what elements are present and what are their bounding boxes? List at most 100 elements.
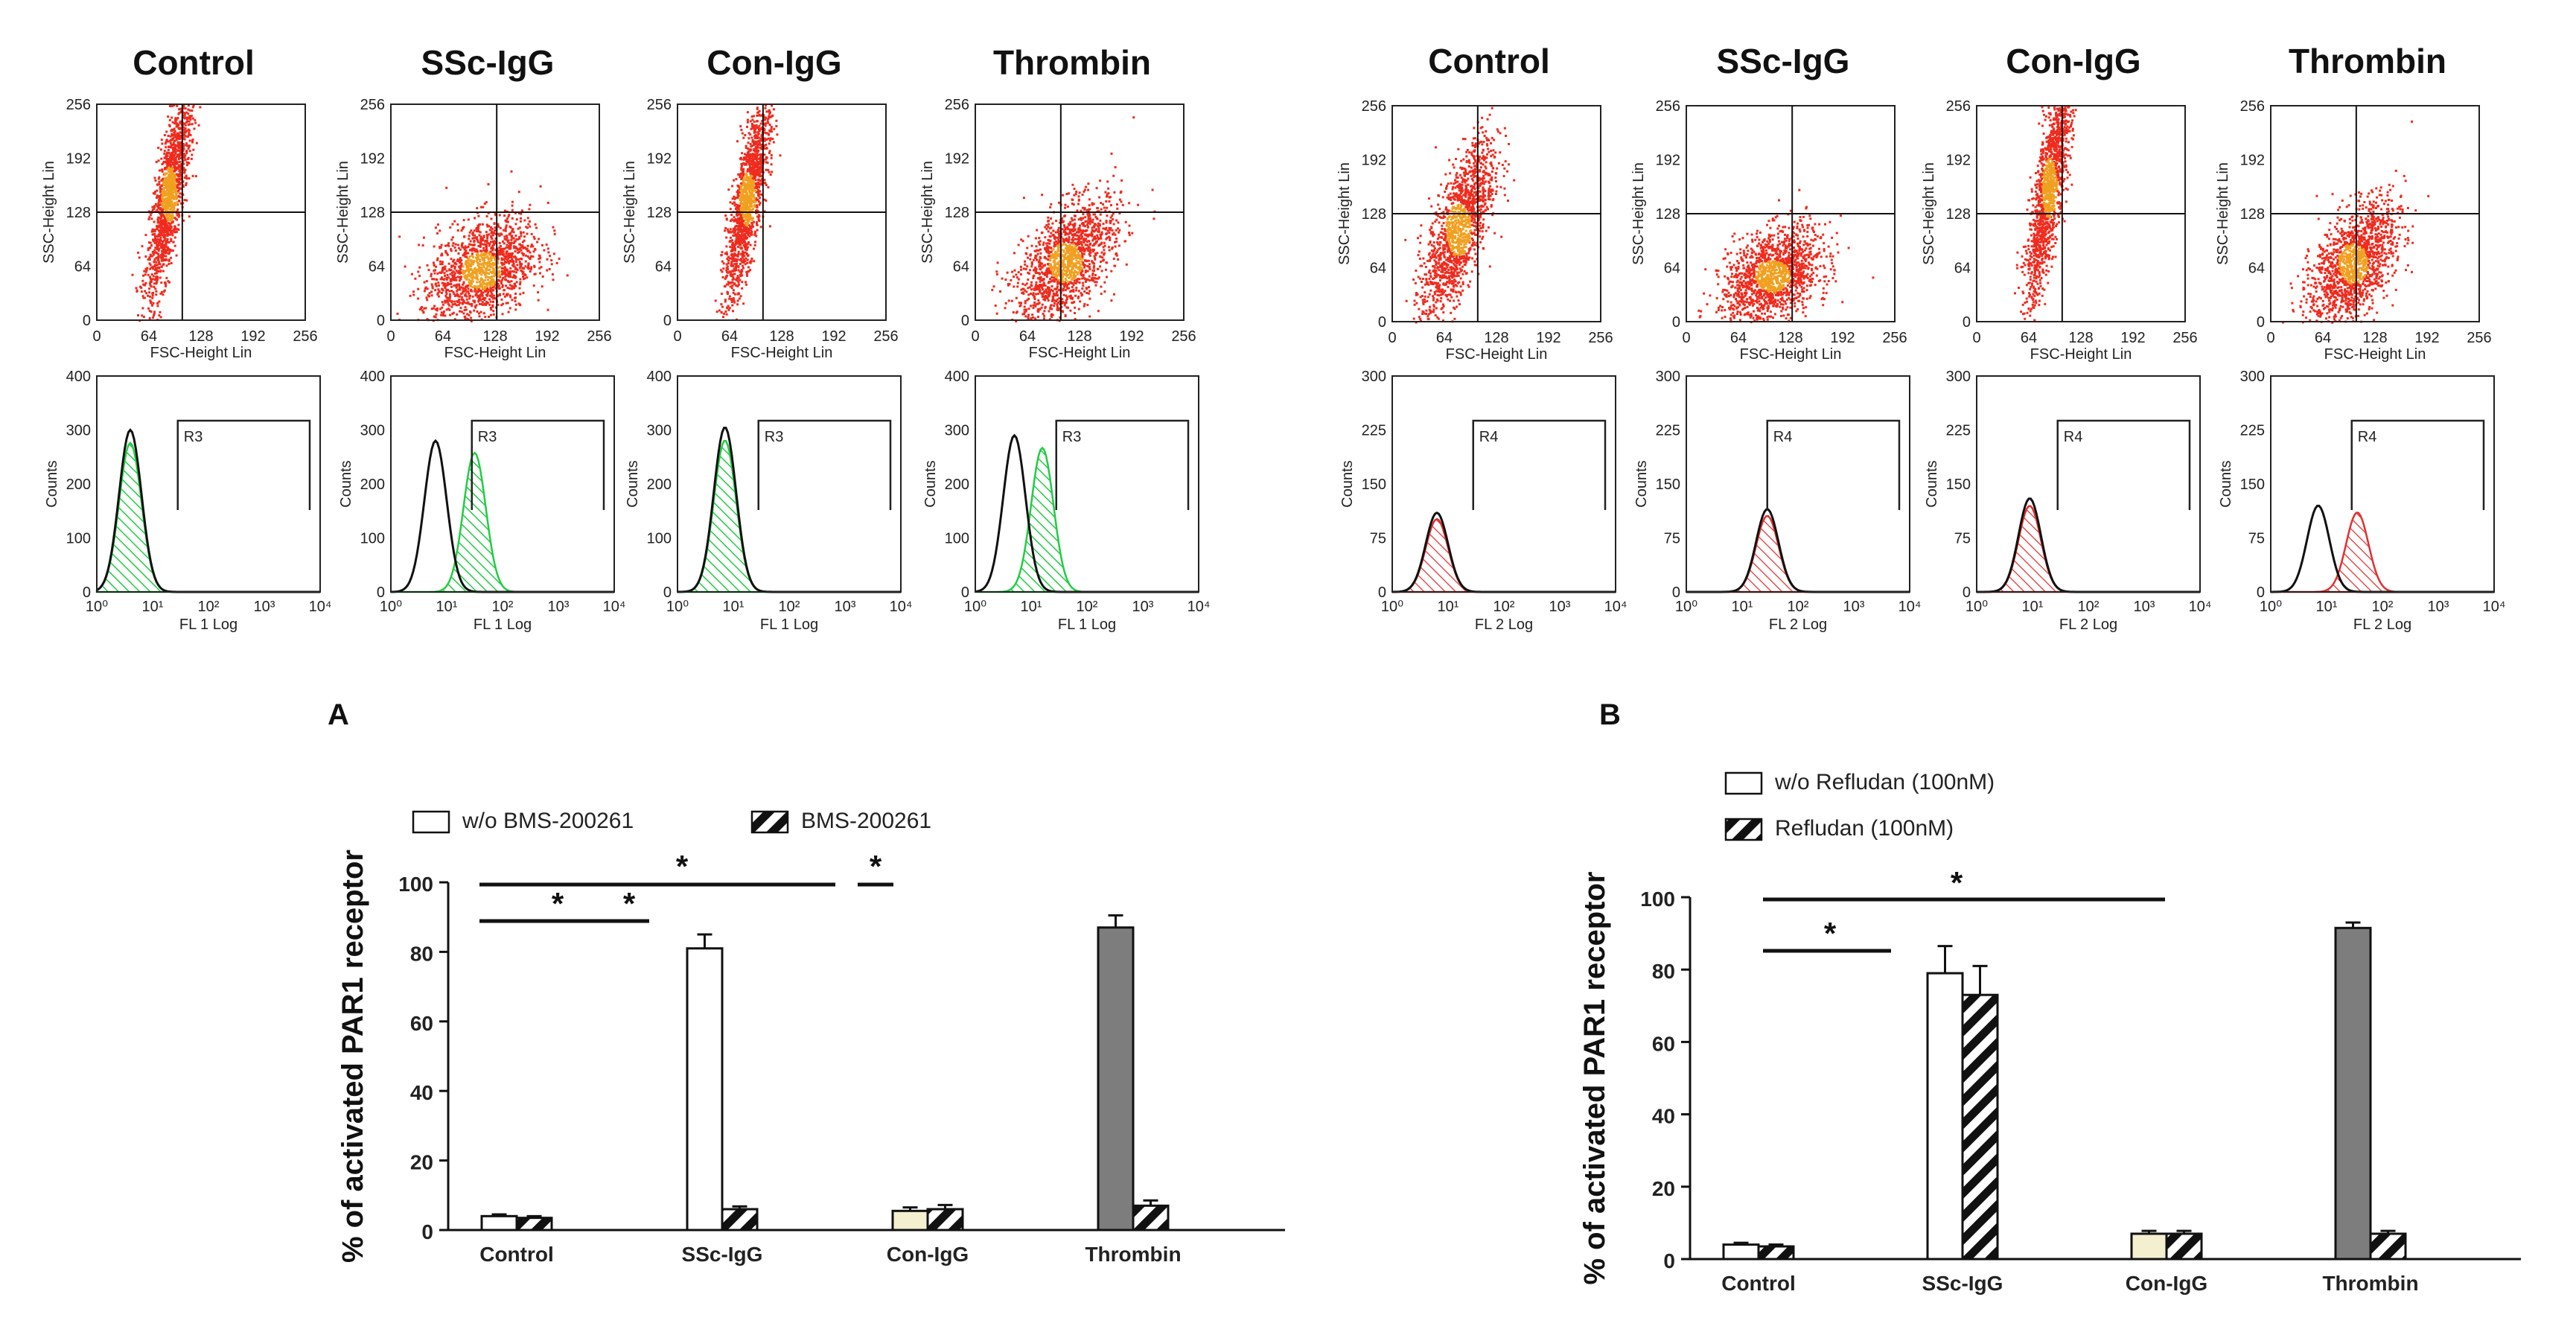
scatter-dot xyxy=(170,153,173,156)
scatter-dot xyxy=(166,230,169,233)
scatter-dot xyxy=(746,121,749,124)
scatter-dot xyxy=(1024,302,1027,305)
scatter-dot xyxy=(491,293,494,296)
scatter-dot xyxy=(532,255,535,258)
scatter-dot xyxy=(476,239,479,242)
scatter-dot xyxy=(1046,268,1049,270)
scatter-dot xyxy=(740,158,743,161)
scatter-dot xyxy=(755,199,758,202)
scatter-dot xyxy=(503,261,506,263)
scatter-dot xyxy=(440,272,443,274)
scatter-dot xyxy=(731,284,734,287)
scatter-dot xyxy=(161,253,164,256)
scatter-dot xyxy=(508,214,511,216)
scatter-dot xyxy=(1031,313,1034,316)
scatter-dot xyxy=(740,129,743,131)
scatter-dot xyxy=(756,152,759,155)
scatter-dot xyxy=(447,276,450,279)
scatter-dot xyxy=(173,104,176,106)
scatter-dot xyxy=(471,263,474,266)
scatter-dot xyxy=(175,194,178,197)
scatter-dot xyxy=(1033,267,1036,270)
scatter-dot xyxy=(1073,225,1076,228)
scatter-dot xyxy=(421,309,424,312)
scatter-dot xyxy=(517,191,520,194)
scatter-dot xyxy=(748,170,751,173)
scatter-dot xyxy=(720,311,723,314)
scatter-dot xyxy=(162,194,165,197)
scatter-dot xyxy=(1074,312,1076,314)
scatter-dot xyxy=(469,260,472,263)
scatter-dot xyxy=(440,311,443,314)
scatter-dot xyxy=(426,287,429,290)
scatter-dot xyxy=(170,180,173,183)
scatter-dot xyxy=(1107,246,1110,249)
scatter-dot xyxy=(167,158,169,160)
scatter-dot xyxy=(509,252,512,255)
scatter-dot xyxy=(165,258,168,261)
scatter-dot xyxy=(162,226,165,229)
scatter-dot xyxy=(1098,223,1101,226)
scatter-dot xyxy=(1045,223,1048,226)
scatter-dot xyxy=(479,282,482,285)
scatter-dot xyxy=(751,125,754,128)
scatter-dot xyxy=(467,246,470,248)
scatter-dot xyxy=(1025,308,1028,311)
scatter-dot xyxy=(152,252,155,255)
scatter-dot xyxy=(518,226,521,229)
scatter-dot xyxy=(165,172,168,175)
scatter-dot xyxy=(493,240,496,243)
scatter-dot xyxy=(479,223,482,226)
scatter-dot xyxy=(750,206,753,208)
scatter-dot xyxy=(514,293,517,295)
scatter-dot xyxy=(165,146,168,149)
scatter-dot xyxy=(457,295,460,298)
scatter-dot xyxy=(161,229,164,232)
y-tick-label: 400 xyxy=(66,369,91,385)
scatter-dot xyxy=(746,258,749,261)
scatter-dot xyxy=(1004,278,1007,281)
scatter-dot xyxy=(727,268,730,271)
scatter-dot xyxy=(754,146,757,149)
x-tick-label: 64 xyxy=(721,328,738,345)
scatter-dot xyxy=(523,235,526,238)
scatter-dot xyxy=(491,262,494,265)
scatter-dot xyxy=(514,282,516,285)
scatter-dot xyxy=(155,293,158,296)
scatter-dot xyxy=(522,231,525,234)
scatter-dot xyxy=(159,219,162,222)
scatter-dot xyxy=(537,299,540,302)
scatter-dot xyxy=(455,278,458,281)
scatter-dot xyxy=(441,281,444,284)
scatter-dot xyxy=(444,301,447,304)
scatter-dot xyxy=(753,156,756,159)
scatter-dot xyxy=(749,198,752,200)
scatter-dot xyxy=(522,275,525,278)
scatter-dot xyxy=(152,192,155,195)
scatter-dot xyxy=(435,265,438,268)
scatter-dot xyxy=(742,203,745,206)
scatter-dot xyxy=(734,208,737,211)
scatter-dot xyxy=(497,284,500,287)
scatter-dot xyxy=(173,202,176,204)
scatter-dot xyxy=(173,132,176,135)
y-tick-label: 0 xyxy=(377,313,385,329)
scatter-dot xyxy=(1025,290,1028,293)
scatter-dot xyxy=(479,263,482,266)
scatter-dot xyxy=(473,301,476,304)
scatter-dot xyxy=(722,267,725,270)
scatter-dot xyxy=(412,290,415,293)
scatter-dot xyxy=(747,232,750,235)
scatter-dot xyxy=(461,302,464,305)
scatter-dot xyxy=(756,215,759,218)
scatter-dot xyxy=(509,272,511,275)
scatter-dot xyxy=(497,278,500,281)
scatter-dot xyxy=(159,148,162,151)
scatter-dot xyxy=(1100,208,1103,211)
scatter-dot xyxy=(479,231,482,234)
scatter-dot xyxy=(148,287,151,290)
scatter-dot xyxy=(750,180,753,183)
scatter-dot xyxy=(187,104,190,107)
scatter-dot xyxy=(526,249,529,252)
scatter-dot xyxy=(1097,225,1100,228)
